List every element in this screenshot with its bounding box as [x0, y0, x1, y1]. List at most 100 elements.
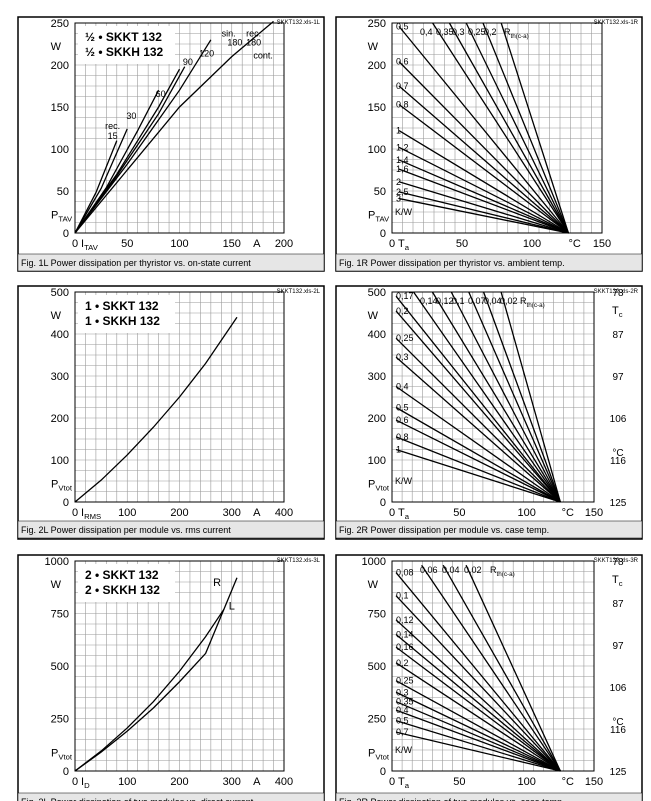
figure-caption: Fig. 3L Power dissipation of two modules…	[21, 797, 254, 801]
y-axis-symbol: PVtot	[368, 478, 390, 492]
rth-label: 0,25	[468, 27, 486, 37]
y-tick-label: 400	[51, 329, 69, 341]
y-tick-label: 250	[368, 714, 386, 726]
series-line	[395, 337, 561, 503]
series-line	[395, 572, 561, 772]
rth-label: 0,4	[396, 705, 409, 715]
tc-axis-symbol: Tc	[612, 305, 623, 319]
grid	[391, 291, 595, 503]
figure-caption: Fig. 2L Power dissipation per module vs.…	[21, 525, 231, 535]
legend-entry: 2 • SKKT 132	[85, 568, 159, 582]
series-line	[432, 22, 569, 234]
tc-tick-label: 78	[612, 557, 624, 568]
file-id: SKKT132.xls-2R	[594, 289, 639, 295]
curve-label: 30	[126, 111, 136, 121]
y-tick-label: 250	[51, 714, 69, 726]
rth-label: 0,2	[396, 306, 409, 316]
x-tick-label: 200	[275, 238, 293, 250]
rth-label: 1,6	[396, 164, 409, 174]
x-tick-label: 400	[275, 507, 293, 519]
chart-frame	[335, 554, 643, 801]
series-line	[398, 103, 569, 234]
y-tick-label: 100	[368, 455, 386, 467]
rth-label: 0,6	[396, 415, 409, 425]
x-tick-label: 150	[223, 238, 241, 250]
series-line	[395, 646, 561, 772]
rth-label: 0,8	[396, 432, 409, 442]
rth-label: 0,2	[396, 658, 409, 668]
y-tick-label: 100	[51, 144, 69, 156]
y-tick-label: 750	[368, 609, 386, 621]
tc-tick-label: 125	[610, 767, 627, 778]
series-line	[395, 691, 561, 772]
series-line	[398, 159, 569, 234]
series-line	[395, 595, 561, 772]
series-group	[74, 316, 238, 503]
rth-label: 0,14	[396, 630, 414, 640]
series-line	[398, 25, 569, 234]
tc-tick-label: 106	[610, 414, 627, 425]
tc-tick-label: 87	[612, 599, 624, 610]
x-tick-label: 0	[389, 507, 395, 519]
tc-unit-label: °C	[612, 717, 623, 728]
x-tick-label: 0	[389, 776, 395, 788]
x-tick-label: 300	[223, 507, 241, 519]
rth-label: 0,5	[396, 21, 409, 31]
rth-label: 0,16	[396, 642, 414, 652]
rth-label: 0,5	[396, 716, 409, 726]
y-tick-label: 150	[51, 102, 69, 114]
grid	[391, 560, 595, 772]
curve-label: sin.	[222, 28, 236, 38]
rth-label: 1	[396, 445, 401, 455]
series-line	[395, 406, 561, 503]
rth-label: 0,02	[500, 296, 518, 306]
chart-p3L: 0 250 500 750 1000 0 100 200 300 400 W PVtot ID A 2 • …	[17, 554, 325, 801]
rth-top-labels: 0,4 0,350,3 0,250,2 Rth(c-a)	[420, 27, 529, 40]
x-tick-label: 150	[585, 776, 603, 788]
rth-label: 0,25	[396, 676, 414, 686]
tc-tick-label: 78	[612, 288, 624, 299]
x-tick-label: 100	[118, 776, 136, 788]
curve-label: 60	[156, 89, 166, 99]
legend-bg	[78, 26, 175, 64]
series-line	[395, 719, 561, 772]
series-line	[395, 731, 561, 772]
x-tick-label: 300	[223, 776, 241, 788]
y-tick-label: 200	[51, 413, 69, 425]
x-unit-label: A	[253, 238, 261, 250]
tc-tick-label: 116	[610, 725, 626, 736]
tc-tick-label: 97	[612, 641, 624, 652]
rth-label: 0,2	[484, 27, 497, 37]
y-tick-label: 300	[368, 371, 386, 383]
plot-border	[391, 560, 595, 772]
y-tick-label: 0	[63, 766, 69, 778]
series-line	[395, 662, 561, 772]
y-axis-symbol: PTAV	[51, 209, 73, 223]
y-tick-label: 0	[380, 228, 386, 240]
series-line	[450, 291, 561, 503]
y-tick-label: 200	[51, 60, 69, 72]
series-line	[395, 680, 561, 772]
series-line	[448, 22, 569, 234]
y-axis-symbol: PVtot	[51, 478, 73, 492]
tc-tick-label: 116	[610, 456, 626, 467]
x-axis-symbol: ITAV	[81, 238, 99, 252]
series-line	[398, 181, 569, 234]
rth-symbol: Rth(c-a)	[504, 27, 529, 40]
series-line	[482, 22, 570, 234]
x-unit-label: A	[253, 507, 261, 519]
x-unit-label: °C	[569, 238, 581, 250]
series-line	[395, 419, 561, 503]
y-tick-label: 1000	[45, 556, 69, 568]
y-tick-label: 250	[368, 18, 386, 30]
x-tick-label: 0	[72, 776, 78, 788]
rth-top-labels: 0,06 0,04 0,02 Rth(c-a)	[420, 565, 515, 578]
series-line	[395, 310, 561, 503]
y-tick-label: 50	[374, 186, 386, 198]
rth-label: 1,4	[396, 155, 409, 165]
chart-p2R: 0 100 200 300 400 500 0 50 100 150 W PVtot Ta °C K/W 78…	[335, 285, 643, 540]
series-group	[395, 564, 561, 772]
tc-tick-label: 125	[610, 498, 627, 509]
